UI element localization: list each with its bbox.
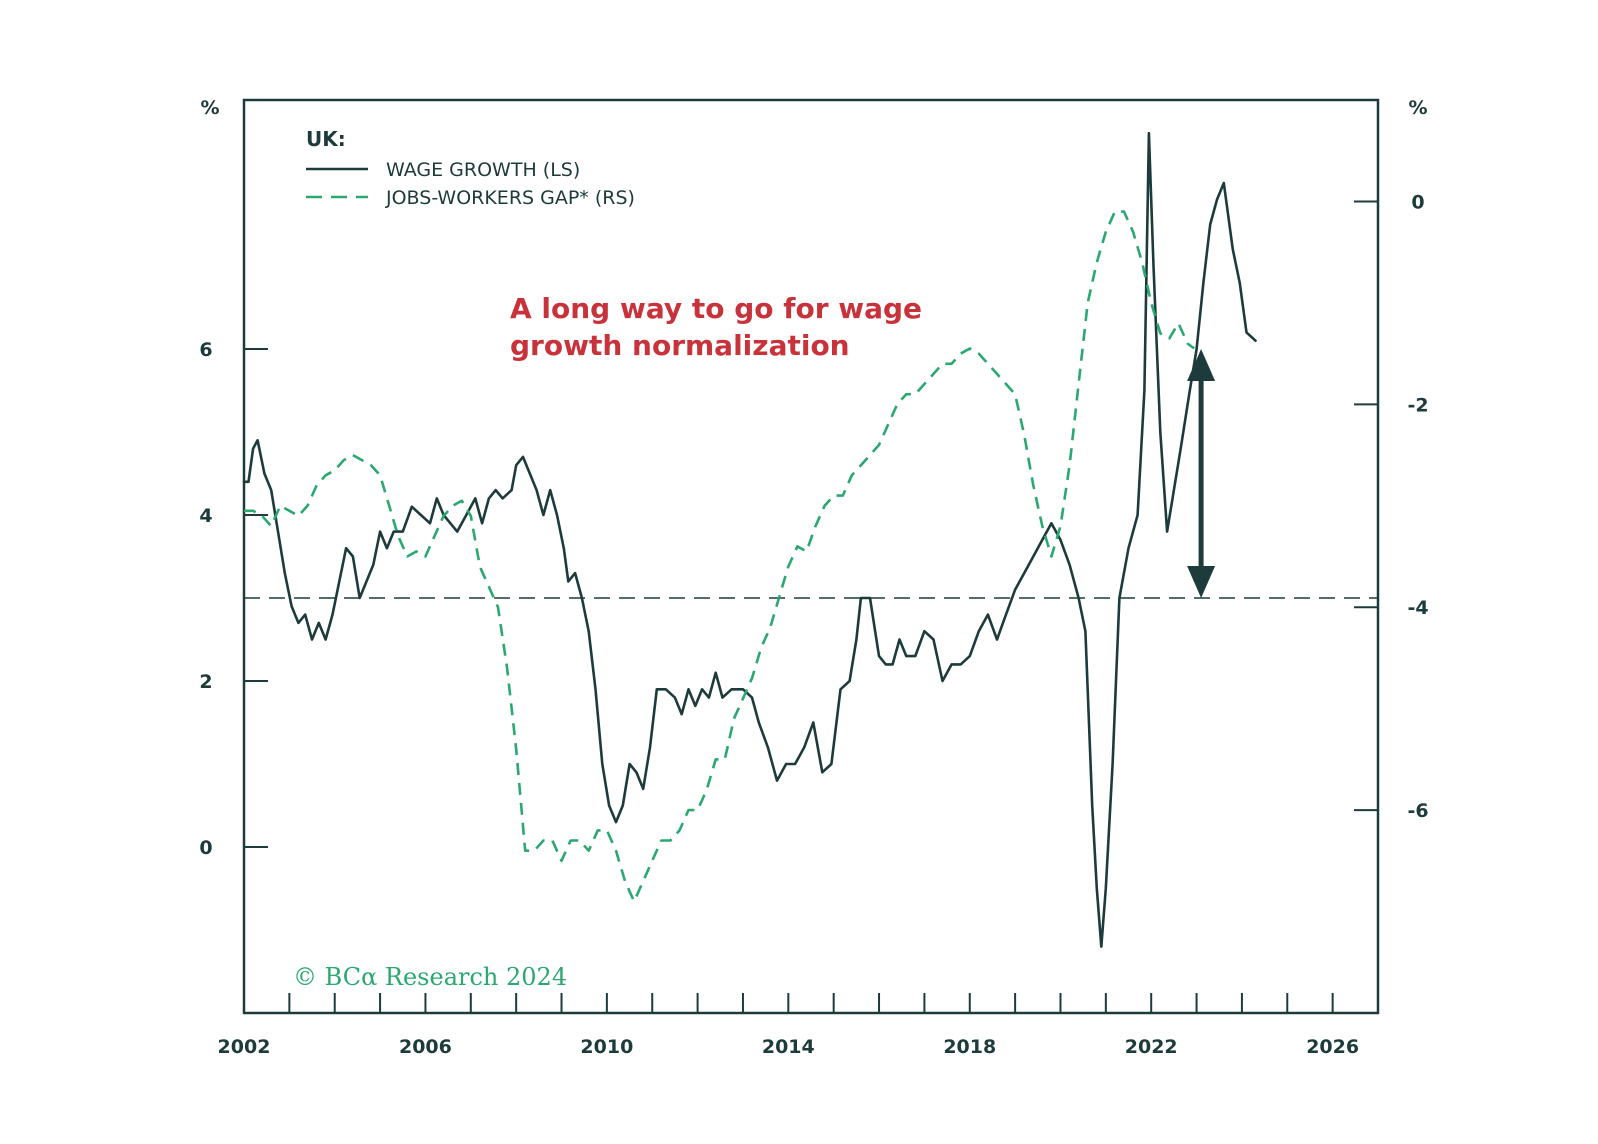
annotation: A long way to go for wage growth normali…: [510, 292, 922, 362]
right-tick-label: -2: [1407, 394, 1428, 416]
arrow-head-down: [1187, 566, 1216, 598]
wage-growth-line: [242, 131, 1257, 948]
annotation-line-1: A long way to go for wage: [510, 292, 922, 325]
annotation-line-2: growth normalization: [510, 329, 850, 362]
arrow-head-up: [1187, 349, 1216, 381]
x-tick-label: 2026: [1306, 1036, 1359, 1058]
x-tick-label: 2002: [218, 1036, 271, 1058]
left-tick-label: 0: [199, 837, 212, 859]
right-tick-label: -6: [1407, 800, 1428, 822]
copyright-watermark: © BCα Research 2024: [293, 963, 567, 991]
legend-gap-label: JOBS-WORKERS GAP* (RS): [385, 187, 635, 209]
x-tick-label: 2022: [1125, 1036, 1178, 1058]
left-tick-label: 6: [199, 339, 212, 361]
legend: UK: WAGE GROWTH (LS) JOBS-WORKERS GAP* (…: [306, 127, 635, 209]
right-axis-unit: %: [1408, 97, 1427, 119]
x-tick-label: 2018: [943, 1036, 996, 1058]
x-tick-label: 2010: [580, 1036, 633, 1058]
plot-frame: [242, 98, 1380, 1015]
plot-area: 2002 2006 2010 2014 2018 2022 2026 0 2 4 6 0 -2 -4 -6: [199, 98, 1429, 1058]
legend-title: UK:: [306, 127, 346, 151]
jobs-workers-gap-line: [244, 210, 1196, 903]
right-tick-label: 0: [1411, 191, 1424, 213]
left-axis-unit: %: [200, 97, 219, 119]
legend-wage-label: WAGE GROWTH (LS): [386, 159, 580, 181]
right-tick-label: -4: [1407, 597, 1428, 619]
left-tick-label: 4: [199, 505, 212, 527]
x-tick-label: 2006: [399, 1036, 452, 1058]
left-tick-label: 2: [199, 671, 212, 693]
x-tick-label: 2014: [762, 1036, 815, 1058]
